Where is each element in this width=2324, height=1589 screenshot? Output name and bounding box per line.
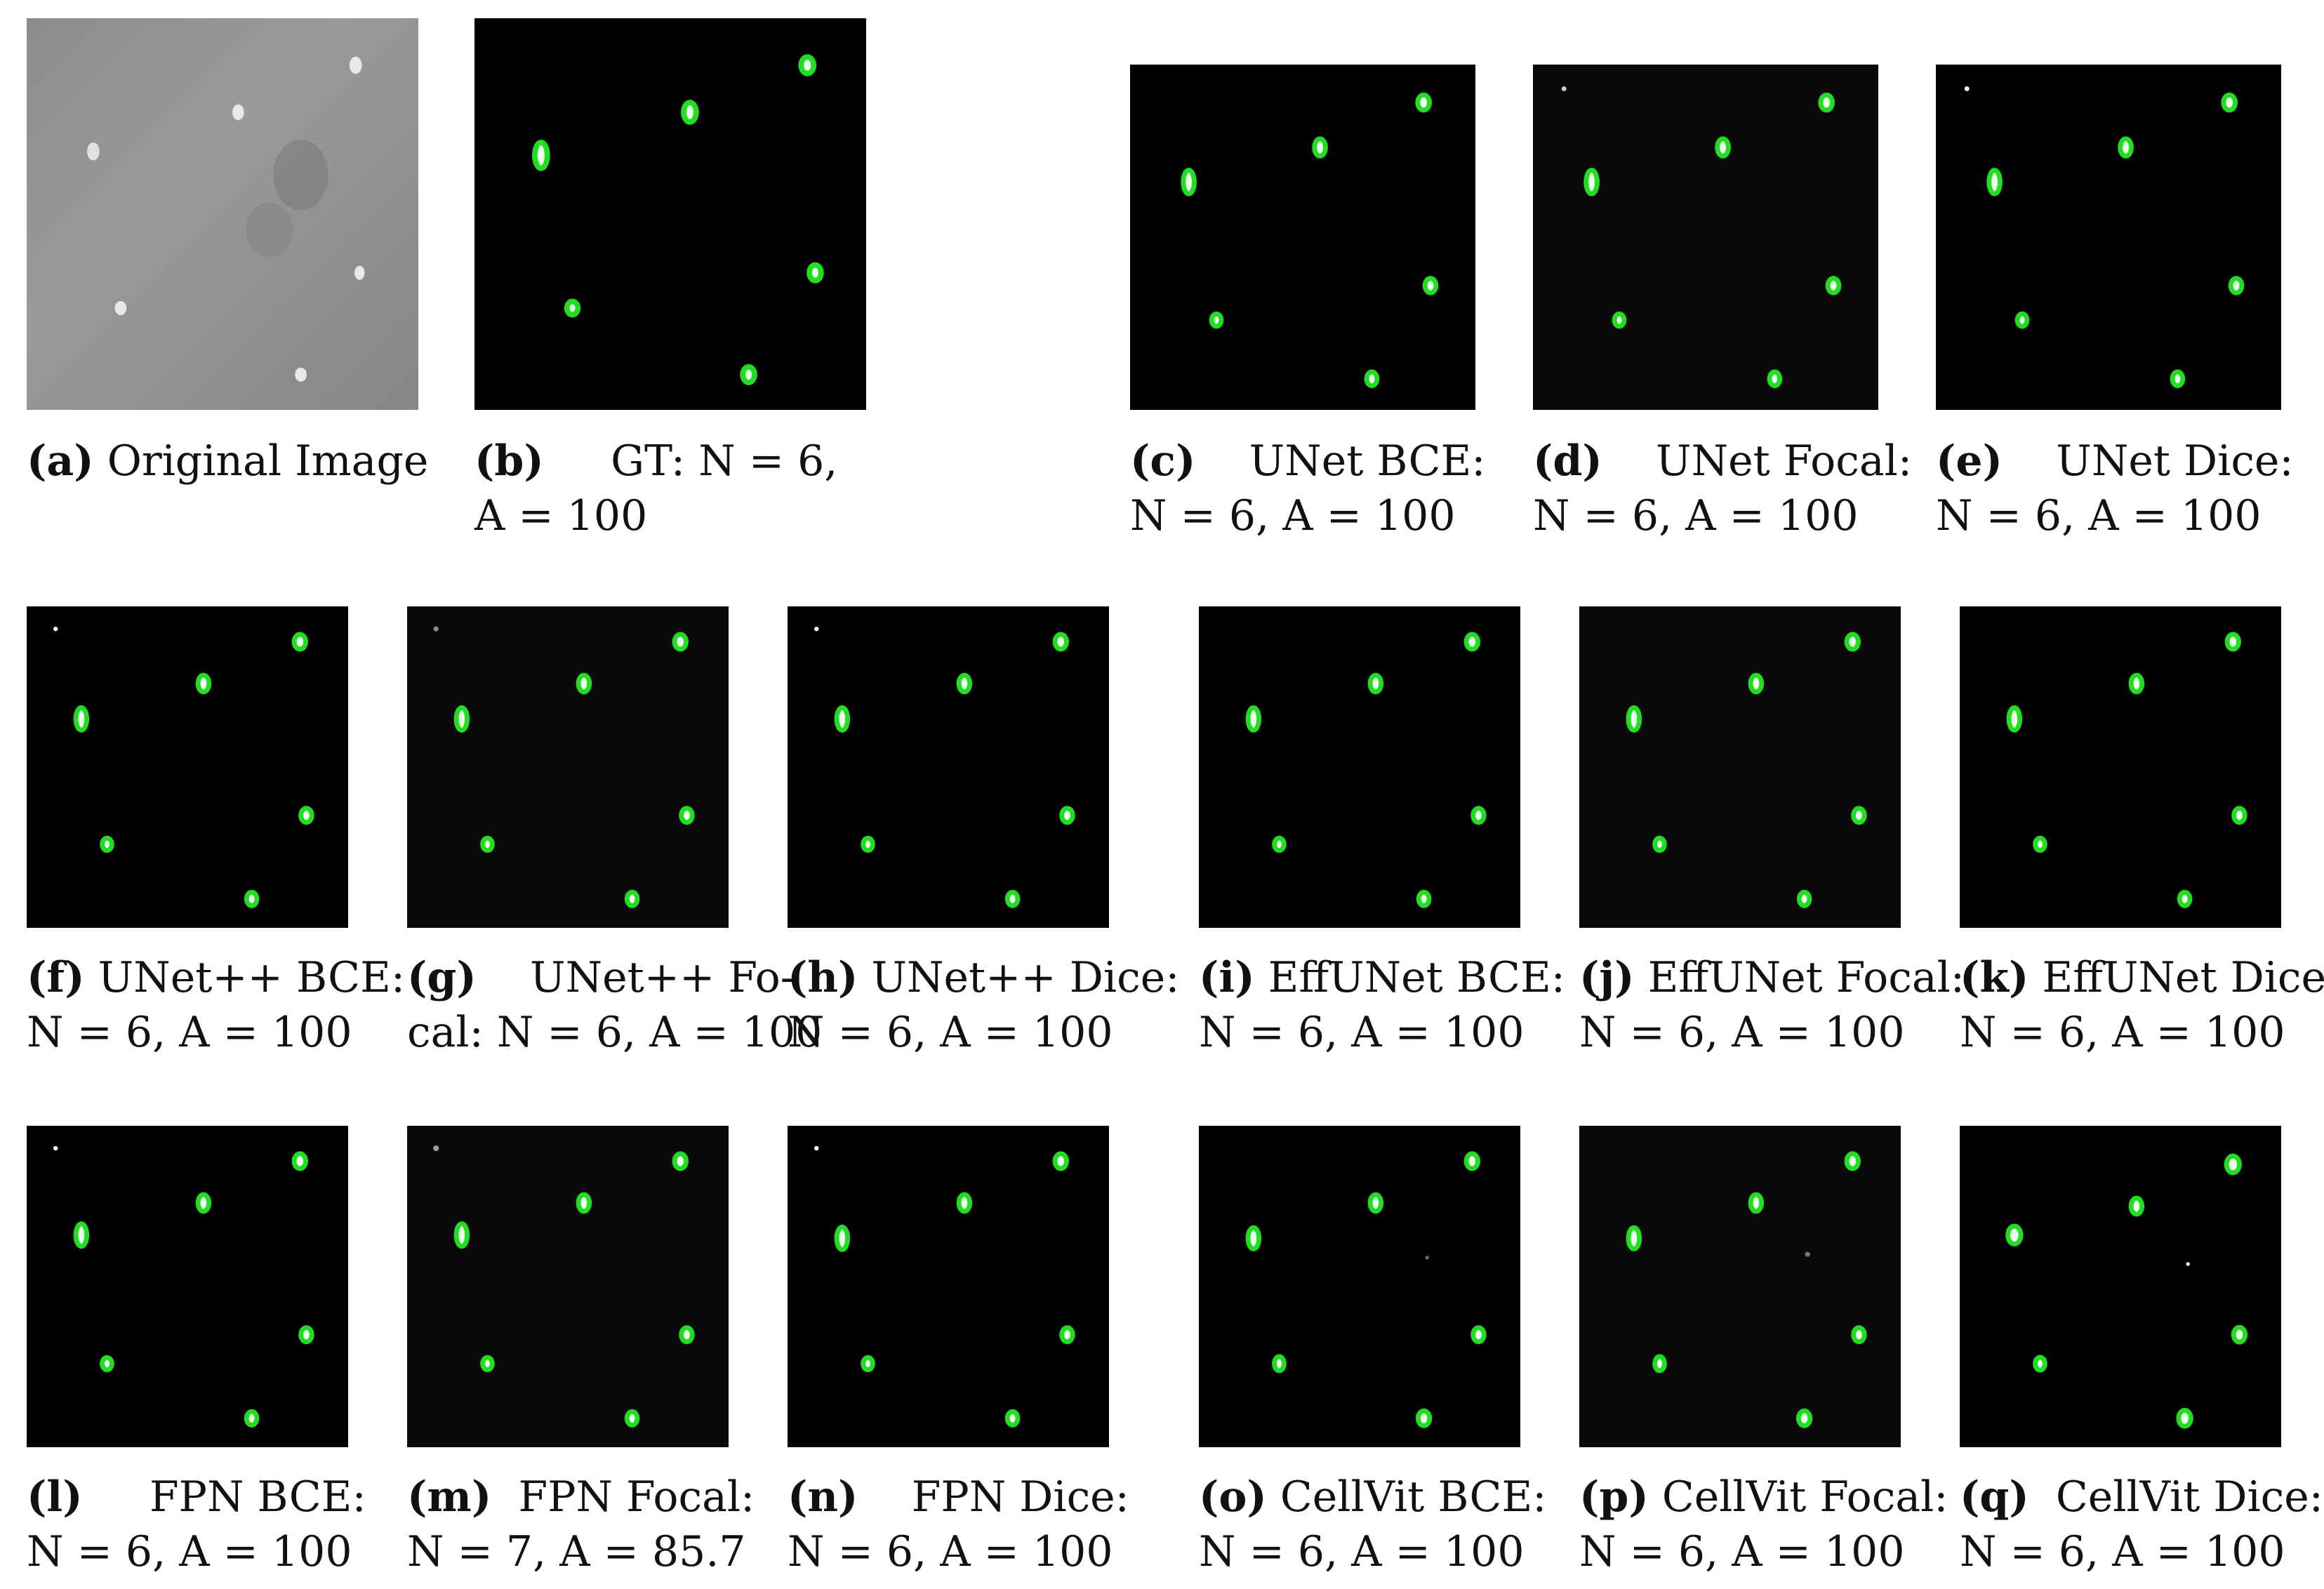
mask-m xyxy=(407,1126,729,1447)
panel-k-letter: (k) xyxy=(1960,953,2029,1002)
panel-n-letter: (n) xyxy=(788,1472,858,1522)
panel-m-letter: (m) xyxy=(407,1472,492,1522)
mask-b xyxy=(474,18,866,410)
panel-h-stats: N = 6, A = 100 xyxy=(788,1008,1113,1057)
panel-l-letter: (l) xyxy=(27,1472,83,1522)
panel-b-stats: A = 100 xyxy=(474,491,648,540)
mask-g xyxy=(407,606,729,928)
panel-f-letter: (f) xyxy=(27,953,85,1002)
panel-a-label: Original Image xyxy=(107,437,429,486)
mask-n xyxy=(788,1126,1109,1447)
mask-l xyxy=(27,1126,348,1447)
panel-g-letter: (g) xyxy=(407,953,477,1002)
panel-f-label: UNet++ BCE: xyxy=(98,953,406,1002)
panel-a-letter: (a) xyxy=(27,437,94,486)
mask-f xyxy=(27,606,348,928)
panel-b-letter: (b) xyxy=(474,437,544,486)
panel-m-stats: N = 7, A = 85.7 xyxy=(407,1527,746,1576)
panel-j-stats: N = 6, A = 100 xyxy=(1579,1008,1905,1057)
panel-l-label: FPN BCE: xyxy=(149,1472,366,1522)
mask-h xyxy=(788,606,1109,928)
panel-o-letter: (o) xyxy=(1199,1472,1267,1522)
panel-e-stats: N = 6, A = 100 xyxy=(1936,491,2262,540)
panel-q-label: CellVit Dice: xyxy=(2055,1472,2323,1522)
panel-f-stats: N = 6, A = 100 xyxy=(27,1008,352,1057)
panel-c-label: UNet BCE: xyxy=(1249,437,1486,486)
mask-o xyxy=(1199,1126,1520,1447)
mask-d xyxy=(1533,65,1878,410)
mask-j xyxy=(1579,606,1901,928)
panel-l-stats: N = 6, A = 100 xyxy=(27,1527,352,1576)
mask-q xyxy=(1960,1126,2281,1447)
panel-o-label: CellVit BCE: xyxy=(1280,1472,1547,1522)
mask-i xyxy=(1199,606,1520,928)
original-image xyxy=(27,18,418,410)
panel-d-stats: N = 6, A = 100 xyxy=(1533,491,1859,540)
panel-o-stats: N = 6, A = 100 xyxy=(1199,1527,1525,1576)
mask-e xyxy=(1936,65,2281,410)
panel-e-letter: (e) xyxy=(1936,437,2003,486)
panel-c-stats: N = 6, A = 100 xyxy=(1130,491,1456,540)
panel-m-label: FPN Focal: xyxy=(518,1472,755,1522)
mask-p xyxy=(1579,1126,1901,1447)
panel-h-label: UNet++ Dice: xyxy=(871,953,1180,1002)
panel-i-stats: N = 6, A = 100 xyxy=(1199,1008,1525,1057)
panel-g-label: UNet++ Fo- xyxy=(530,953,795,1002)
panel-d-label: UNet Focal: xyxy=(1656,437,1913,486)
mask-c xyxy=(1130,65,1475,410)
panel-n-label: FPN Dice: xyxy=(911,1472,1129,1522)
panel-p-label: CellVit Focal: xyxy=(1661,1472,1948,1522)
panel-c-letter: (c) xyxy=(1130,437,1196,486)
panel-i-label: EffUNet BCE: xyxy=(1268,953,1565,1002)
panel-k-label: EffUNet Dice: xyxy=(2042,953,2324,1002)
panel-j-label: EffUNet Focal: xyxy=(1647,953,1965,1002)
panel-d-letter: (d) xyxy=(1533,437,1602,486)
panel-n-stats: N = 6, A = 100 xyxy=(788,1527,1113,1576)
panel-q-stats: N = 6, A = 100 xyxy=(1960,1527,2285,1576)
panel-p-stats: N = 6, A = 100 xyxy=(1579,1527,1905,1576)
panel-g-stats: cal: N = 6, A = 100 xyxy=(407,1008,823,1057)
panel-b-label: GT: N = 6, xyxy=(611,437,838,486)
panel-e-label: UNet Dice: xyxy=(2056,437,2294,486)
panel-i-letter: (i) xyxy=(1199,953,1255,1002)
panel-h-letter: (h) xyxy=(788,953,858,1002)
panel-p-letter: (p) xyxy=(1579,1472,1649,1522)
mask-k xyxy=(1960,606,2281,928)
panel-q-letter: (q) xyxy=(1960,1472,2029,1522)
panel-k-stats: N = 6, A = 100 xyxy=(1960,1008,2285,1057)
panel-j-letter: (j) xyxy=(1579,953,1635,1002)
